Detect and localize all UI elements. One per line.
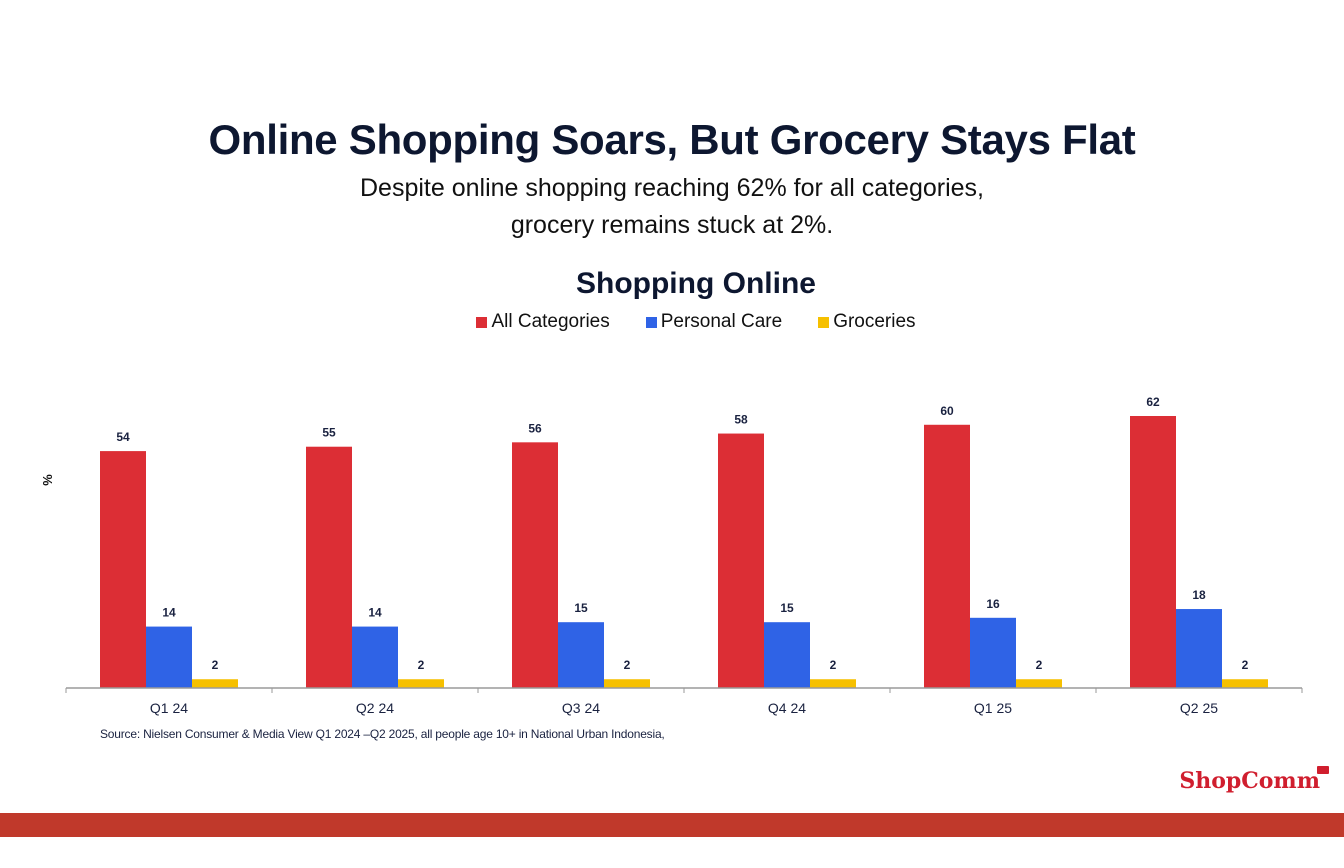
bar-groceries	[810, 679, 856, 688]
legend-swatch-all-categories	[476, 316, 488, 328]
x-tick-label: Q4 24	[768, 700, 806, 716]
bar-groceries	[604, 679, 650, 688]
data-label: 2	[830, 658, 837, 672]
x-tick-label: Q2 24	[356, 700, 394, 716]
footer-bar	[0, 813, 1344, 837]
data-label: 60	[940, 404, 954, 418]
legend-label-personal-care: Personal Care	[660, 311, 783, 332]
x-tick-label: Q2 25	[1180, 700, 1218, 716]
bar-personal-care	[764, 622, 810, 688]
legend-swatch-personal-care	[645, 316, 657, 328]
data-label: 2	[212, 658, 219, 672]
logo-mark-icon	[1317, 766, 1329, 774]
bar-groceries	[1016, 679, 1062, 688]
chart-legend: All Categories Personal Care Groceries	[0, 311, 1344, 333]
data-label: 2	[1242, 658, 1249, 672]
data-label: 15	[780, 601, 794, 615]
legend-label-all-categories: All Categories	[491, 311, 610, 332]
legend-item-groceries: Groceries	[818, 311, 916, 333]
data-label: 18	[1192, 588, 1206, 602]
y-axis-label: %	[40, 474, 55, 486]
bar-personal-care	[146, 626, 192, 688]
bar-all-categories	[1130, 416, 1176, 688]
x-tick-label: Q1 24	[150, 700, 188, 716]
data-label: 15	[574, 601, 588, 615]
data-label: 62	[1146, 395, 1160, 409]
bar-all-categories	[718, 433, 764, 688]
bar-groceries	[192, 679, 238, 688]
logo-text: ShopComm	[1179, 768, 1320, 794]
headline: Online Shopping Soars, But Grocery Stays…	[208, 116, 1136, 163]
data-label: 2	[1036, 658, 1043, 672]
bar-all-categories	[306, 446, 352, 688]
data-label: 56	[528, 421, 542, 435]
data-label: 55	[322, 426, 336, 440]
shopcomm-logo: ShopComm	[1179, 766, 1329, 794]
bar-all-categories	[924, 424, 970, 688]
legend-label-groceries: Groceries	[833, 311, 916, 332]
data-label: 58	[734, 413, 748, 427]
source-note: Source: Nielsen Consumer & Media View Q1…	[100, 727, 665, 741]
bar-personal-care	[352, 626, 398, 688]
data-label: 14	[368, 606, 382, 620]
data-label: 16	[986, 597, 1000, 611]
data-label: 54	[116, 430, 130, 444]
legend-swatch-groceries	[818, 316, 830, 328]
bar-all-categories	[512, 442, 558, 688]
subtitle-line-1: Despite online shopping reaching 62% for…	[360, 174, 984, 202]
legend-item-all-categories: All Categories	[476, 311, 610, 333]
data-label: 14	[162, 606, 176, 620]
data-label: 2	[624, 658, 631, 672]
chart-title: Shopping Online	[576, 267, 816, 300]
legend-item-personal-care: Personal Care	[645, 311, 783, 333]
x-tick-label: Q3 24	[562, 700, 600, 716]
bar-personal-care	[558, 622, 604, 688]
bar-personal-care	[1176, 609, 1222, 688]
bar-all-categories	[100, 451, 146, 688]
bar-groceries	[1222, 679, 1268, 688]
data-label: 2	[418, 658, 425, 672]
x-tick-label: Q1 25	[974, 700, 1012, 716]
bar-personal-care	[970, 617, 1016, 688]
bar-groceries	[398, 679, 444, 688]
subtitle-line-2: grocery remains stuck at 2%.	[510, 211, 834, 239]
